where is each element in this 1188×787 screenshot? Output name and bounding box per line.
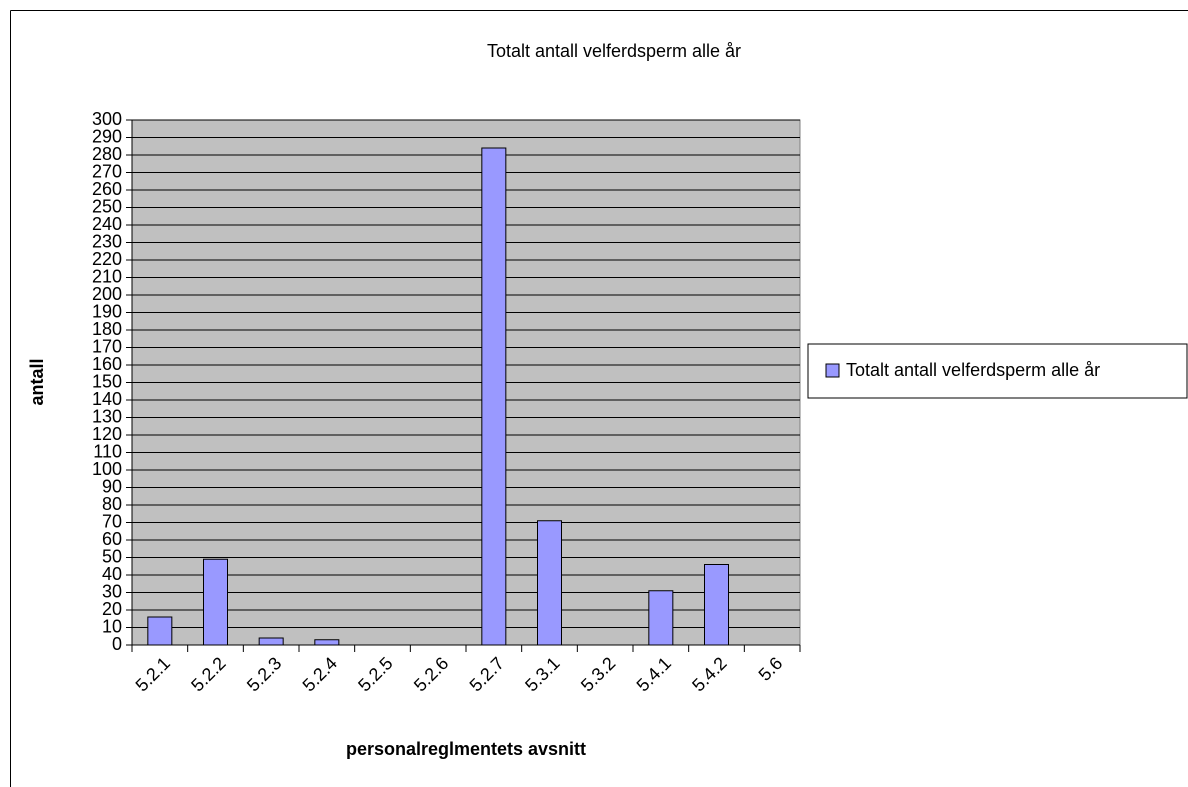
bar — [704, 564, 729, 646]
y-tick-label: 250 — [92, 196, 122, 216]
y-tick-label: 40 — [102, 564, 122, 584]
y-tick-label: 120 — [92, 424, 122, 444]
y-tick-label: 150 — [92, 371, 122, 391]
y-tick-label: 260 — [92, 179, 122, 199]
y-tick-label: 20 — [102, 599, 122, 619]
y-tick-label: 30 — [102, 581, 122, 601]
y-tick-label: 220 — [92, 249, 122, 269]
x-tick-label: 5.2.7 — [466, 653, 508, 695]
y-tick-label: 110 — [93, 441, 122, 461]
x-tick-label: 5.2.1 — [132, 653, 174, 695]
x-tick-label: 5.3.1 — [521, 653, 563, 695]
y-tick-label: 140 — [92, 389, 122, 409]
x-tick-label: 5.4.1 — [633, 653, 675, 695]
y-tick-label: 290 — [92, 126, 122, 146]
y-tick-label: 270 — [92, 161, 122, 181]
x-tick-label: 5.3.2 — [577, 653, 619, 695]
x-tick-label: 5.6 — [755, 653, 787, 685]
y-tick-label: 170 — [92, 336, 122, 356]
chart-title: Totalt antall velferdsperm alle år — [487, 41, 741, 61]
x-tick-label: 5.2.4 — [299, 653, 341, 695]
x-tick-label: 5.2.2 — [187, 653, 229, 695]
bar — [648, 590, 674, 646]
x-tick-label: 5.4.2 — [688, 653, 730, 695]
y-tick-label: 80 — [102, 494, 122, 514]
y-tick-label: 180 — [92, 319, 122, 339]
bar — [147, 616, 173, 646]
y-tick-label: 240 — [92, 214, 122, 234]
y-tick-label: 10 — [102, 616, 122, 636]
legend-swatch — [825, 363, 840, 378]
y-axis-title: antall — [27, 358, 47, 405]
y-tick-label: 280 — [92, 144, 122, 164]
x-axis-title: personalreglmentets avsnitt — [346, 739, 586, 759]
y-tick-label: 0 — [112, 634, 122, 654]
x-tick-label: 5.2.3 — [243, 653, 285, 695]
bar — [481, 147, 507, 646]
y-tick-label: 50 — [102, 546, 122, 566]
x-tick-label: 5.2.6 — [410, 653, 452, 695]
y-tick-label: 90 — [102, 476, 122, 496]
y-tick-label: 200 — [92, 284, 122, 304]
y-tick-label: 60 — [102, 529, 122, 549]
y-tick-label: 300 — [92, 109, 122, 129]
bar — [537, 520, 562, 646]
bar — [203, 558, 228, 646]
y-tick-label: 190 — [92, 301, 122, 321]
y-tick-label: 70 — [102, 511, 122, 531]
y-tick-label: 230 — [92, 231, 122, 251]
y-tick-label: 210 — [92, 266, 122, 286]
y-tick-label: 160 — [92, 354, 122, 374]
y-tick-label: 100 — [92, 459, 122, 479]
legend — [807, 343, 1188, 399]
x-tick-label: 5.2.5 — [354, 653, 396, 695]
y-tick-label: 130 — [92, 406, 122, 426]
bar — [258, 637, 284, 646]
legend-label: Totalt antall velferdsperm alle år — [846, 360, 1100, 380]
bar — [314, 639, 340, 646]
